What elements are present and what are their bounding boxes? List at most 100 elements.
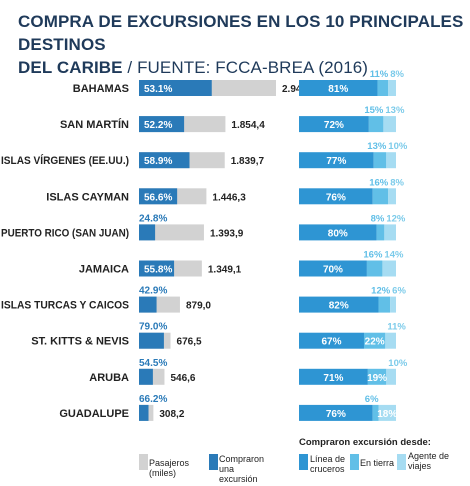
line-segment — [299, 224, 377, 241]
title-line-2-bold: DEL CARIBE — [18, 58, 123, 77]
agent-segment — [388, 80, 396, 96]
agent-pct-label: 13% — [385, 105, 405, 116]
agent-segment — [382, 260, 396, 277]
agent-pct-label: 10% — [388, 141, 408, 152]
passengers-value-label: 2.940,0 — [282, 84, 316, 95]
legend-label-purchased: Compraron una excursión — [219, 454, 265, 484]
shore-segment — [377, 80, 389, 96]
shore-pct-label: 16% — [369, 177, 389, 188]
line-pct-label: 67% — [321, 337, 341, 348]
agent-segment — [386, 152, 396, 169]
purchased-bar — [139, 188, 178, 205]
purchased-pct-label: 52.2% — [144, 120, 172, 131]
agent-pct-label: 11% — [387, 322, 406, 333]
category-label: SAN MARTÍN — [60, 118, 129, 131]
line-pct-label: 76% — [326, 192, 346, 203]
agent-pct-label: 12% — [386, 213, 406, 224]
shore-pct-label: 13% — [367, 141, 387, 152]
title-line-1: COMPRA DE EXCURSIONES EN LOS 10 PRINCIPA… — [18, 12, 464, 54]
shore-pct-label: 11% — [370, 69, 389, 80]
passengers-value-label: 1.349,1 — [208, 265, 242, 276]
purchased-pct-label: 79.0% — [139, 322, 167, 333]
line-segment — [299, 152, 374, 169]
agent-segment — [383, 116, 396, 133]
shore-segment — [372, 404, 379, 421]
passengers-value-label: 546,6 — [170, 373, 195, 384]
legend-swatch-purchased — [209, 454, 218, 470]
shore-segment — [372, 188, 389, 205]
agent-segment — [384, 224, 396, 241]
passengers-value-label: 1.393,9 — [210, 228, 244, 239]
chart-title: COMPRA DE EXCURSIONES EN LOS 10 PRINCIPA… — [18, 10, 466, 79]
category-label: JAMAICA — [79, 264, 129, 276]
purchased-pct-label: 53.1% — [144, 84, 172, 95]
category-label: BAHAMAS — [73, 83, 129, 95]
shore-segment — [368, 116, 384, 133]
shore-segment — [376, 224, 385, 241]
line-segment — [299, 80, 378, 96]
line-segment — [299, 296, 379, 313]
shore-segment — [378, 296, 391, 313]
line-pct-label: 82% — [329, 301, 349, 312]
agent-pct-label: 18% — [377, 409, 397, 420]
legend-swatch-agent — [397, 454, 406, 470]
purchased-pct-label: 56.6% — [144, 192, 172, 203]
category-label: PUERTO RICO (SAN JUAN) — [1, 227, 129, 239]
passengers-value-label: 1.446,3 — [212, 192, 246, 203]
legend-label-line: Línea de cruceros — [310, 454, 346, 474]
passengers-value-label: 1.854,4 — [231, 120, 265, 131]
passengers-value-label: 1.839,7 — [231, 156, 265, 167]
agent-pct-label: 8% — [390, 69, 404, 80]
legend-swatch-shore — [350, 454, 359, 470]
line-segment — [299, 332, 364, 349]
passengers-value-label: 308,2 — [159, 409, 184, 420]
shore-segment — [373, 152, 387, 169]
purchased-bar — [139, 80, 212, 96]
shore-pct-label: 15% — [364, 105, 384, 116]
agent-segment — [386, 368, 396, 385]
line-pct-label: 80% — [328, 228, 348, 239]
shore-pct-label: 12% — [371, 286, 391, 297]
title-source: / FUENTE: FCCA-BREA (2016) — [122, 58, 369, 77]
purchased-pct-label: 42.9% — [139, 286, 167, 297]
category-label: ISLAS TURCAS Y CAICOS — [1, 300, 129, 312]
purchased-pct-label: 58.9% — [144, 156, 172, 167]
line-segment — [299, 404, 373, 421]
purchased-bar — [139, 296, 157, 313]
purchased-pct-label: 55.8% — [144, 265, 172, 276]
line-pct-label: 70% — [323, 265, 343, 276]
purchased-bar — [139, 368, 153, 385]
purchased-bar — [139, 332, 164, 349]
passengers-value-label: 676,5 — [177, 337, 202, 348]
category-label: ST. KITTS & NEVIS — [31, 336, 129, 348]
category-label: ISLAS CAYMAN — [46, 191, 129, 203]
purchased-bar — [139, 404, 149, 421]
shore-segment — [367, 368, 387, 385]
legend-swatch-line — [299, 454, 308, 470]
purchased-bar — [139, 116, 185, 133]
title-line-2: DEL CARIBE / FUENTE: FCCA-BREA (2016) — [18, 56, 466, 79]
shore-pct-label: 22% — [365, 337, 385, 348]
purchased-pct-label: 24.8% — [139, 213, 167, 224]
agent-segment — [378, 404, 396, 421]
agent-pct-label: 14% — [384, 250, 404, 261]
category-label: ARUBA — [89, 372, 129, 384]
line-pct-label: 76% — [326, 409, 346, 420]
purchased-pct-label: 54.5% — [139, 358, 167, 369]
agent-pct-label: 6% — [392, 286, 406, 297]
line-segment — [299, 116, 369, 133]
purchased-pct-label: 66.2% — [139, 394, 167, 405]
agent-pct-label: 8% — [390, 177, 404, 188]
line-pct-label: 72% — [324, 120, 344, 131]
purchased-bar — [139, 260, 175, 277]
line-pct-label: 71% — [323, 373, 343, 384]
shore-segment — [363, 332, 386, 349]
legend-title-source: Compraron excursión desde: — [299, 437, 431, 448]
legend-label-agent: Agente de viajes — [408, 451, 450, 471]
purchased-bar — [139, 224, 156, 241]
legend-label-shore: En tierra — [360, 458, 395, 468]
passengers-bar — [139, 224, 204, 241]
shore-pct-label: 8% — [371, 213, 385, 224]
category-label: GUADALUPE — [59, 408, 129, 420]
